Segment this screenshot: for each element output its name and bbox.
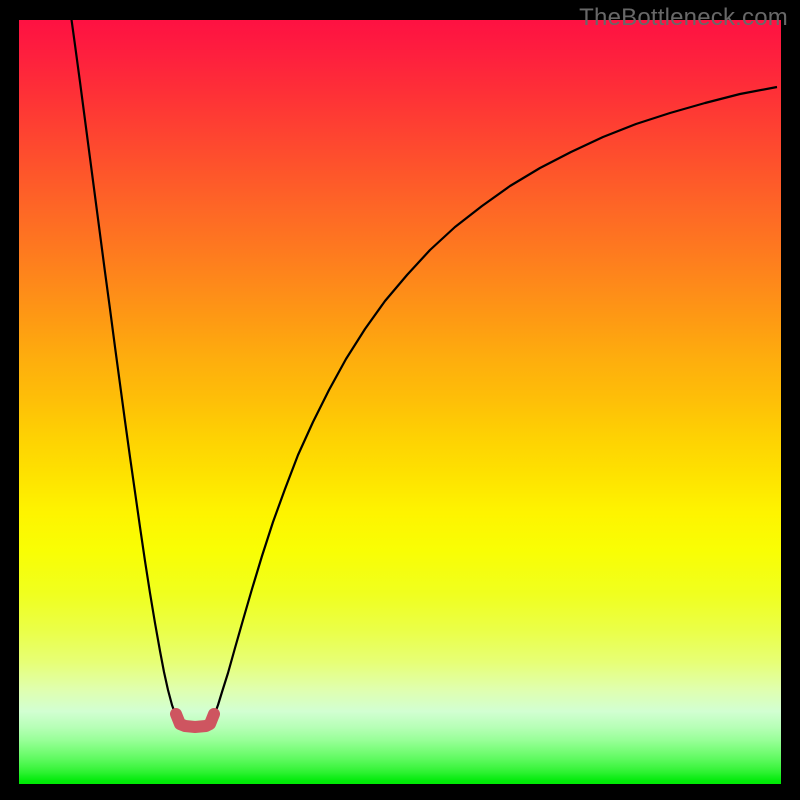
watermark-text: TheBottleneck.com xyxy=(579,4,788,32)
valley-marker-path xyxy=(176,714,214,727)
valley-highlight-marker xyxy=(19,20,781,784)
plot-area xyxy=(19,20,781,784)
